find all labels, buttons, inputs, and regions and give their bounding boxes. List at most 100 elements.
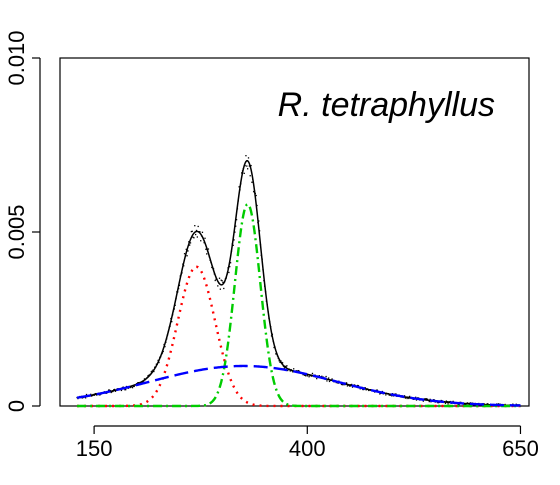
- axis-layer: 150 400 650 0 0.005 0.010: [4, 30, 539, 461]
- data-point: [235, 225, 237, 227]
- data-point: [220, 279, 222, 281]
- data-point: [368, 389, 370, 392]
- data-point: [298, 370, 300, 372]
- chart-title: R. tetraphyllus: [278, 86, 495, 124]
- data-point: [415, 399, 418, 401]
- data-point: [248, 165, 251, 167]
- data-point: [428, 400, 430, 403]
- data-point: [244, 165, 246, 167]
- data-point: [458, 403, 460, 406]
- data-point: [120, 389, 123, 392]
- data-point: [150, 371, 152, 373]
- data-point: [205, 248, 207, 250]
- data-point: [275, 353, 277, 355]
- data-point: [302, 373, 304, 376]
- data-point: [255, 194, 257, 197]
- data-point: [289, 370, 291, 372]
- data-point: [125, 389, 127, 391]
- data-point: [426, 398, 428, 400]
- data-point: [365, 389, 367, 391]
- data-point: [388, 394, 390, 396]
- data-point: [201, 231, 204, 233]
- data-point: [147, 375, 149, 377]
- data-point: [404, 397, 407, 399]
- data-point: [486, 403, 488, 405]
- data-point: [186, 255, 188, 257]
- data-point: [310, 375, 313, 377]
- data-point: [124, 389, 126, 391]
- component-line-3: [77, 202, 521, 408]
- data-point: [464, 403, 466, 406]
- data-point: [113, 389, 115, 391]
- data-point: [286, 365, 288, 367]
- data-point: [171, 320, 173, 323]
- data-point: [447, 403, 449, 405]
- data-point: [229, 262, 232, 264]
- data-point: [346, 385, 349, 387]
- data-point: [200, 240, 202, 242]
- data-point: [219, 288, 222, 290]
- data-point: [281, 362, 284, 364]
- data-point: [457, 403, 459, 405]
- data-point: [187, 250, 189, 252]
- data-point: [217, 285, 219, 287]
- data-point: [195, 229, 198, 232]
- data-point: [206, 253, 208, 255]
- data-point: [151, 370, 153, 372]
- data-point: [283, 367, 285, 369]
- data-point: [357, 385, 360, 387]
- data-point: [218, 277, 221, 279]
- data-point: [232, 244, 234, 246]
- data-point: [306, 375, 308, 377]
- data-point: [211, 266, 213, 269]
- data-point: [153, 370, 155, 373]
- data-point: [193, 237, 195, 239]
- data-point: [221, 280, 223, 282]
- data-point: [408, 397, 410, 400]
- data-point: [293, 368, 295, 370]
- data-point: [247, 168, 249, 170]
- data-point: [85, 393, 88, 396]
- data-point: [406, 397, 408, 400]
- data-point: [245, 155, 247, 157]
- data-point: [285, 366, 287, 368]
- data-point: [343, 384, 345, 386]
- data-point: [114, 390, 117, 392]
- data-point: [422, 400, 424, 402]
- data-point: [158, 361, 160, 364]
- data-point: [90, 393, 92, 395]
- data-point: [234, 231, 236, 233]
- data-point: [108, 389, 111, 391]
- data-point: [437, 401, 439, 404]
- component-line-4: [76, 364, 521, 407]
- data-point: [391, 395, 393, 397]
- data-point: [162, 350, 164, 353]
- data-point: [99, 394, 101, 396]
- data-point: [133, 385, 135, 388]
- y-tick-label: 0: [4, 400, 29, 412]
- data-point: [318, 375, 320, 377]
- data-point: [273, 346, 275, 349]
- data-point: [223, 287, 225, 290]
- data-point: [207, 248, 210, 250]
- data-point: [287, 369, 289, 372]
- data-point: [222, 281, 224, 284]
- data-point: [189, 242, 192, 244]
- data-point: [110, 391, 112, 394]
- data-point: [341, 384, 343, 386]
- data-point: [426, 398, 429, 400]
- data-point: [465, 403, 467, 406]
- data-point: [229, 265, 231, 268]
- data-point: [429, 398, 431, 401]
- data-point: [309, 375, 311, 377]
- y-tick-label: 0.010: [4, 30, 29, 85]
- data-point: [308, 376, 310, 378]
- data-point: [328, 377, 330, 379]
- data-point: [148, 374, 150, 376]
- data-point: [84, 397, 87, 399]
- data-point: [351, 383, 353, 386]
- data-point: [279, 361, 281, 363]
- data-point: [164, 345, 166, 348]
